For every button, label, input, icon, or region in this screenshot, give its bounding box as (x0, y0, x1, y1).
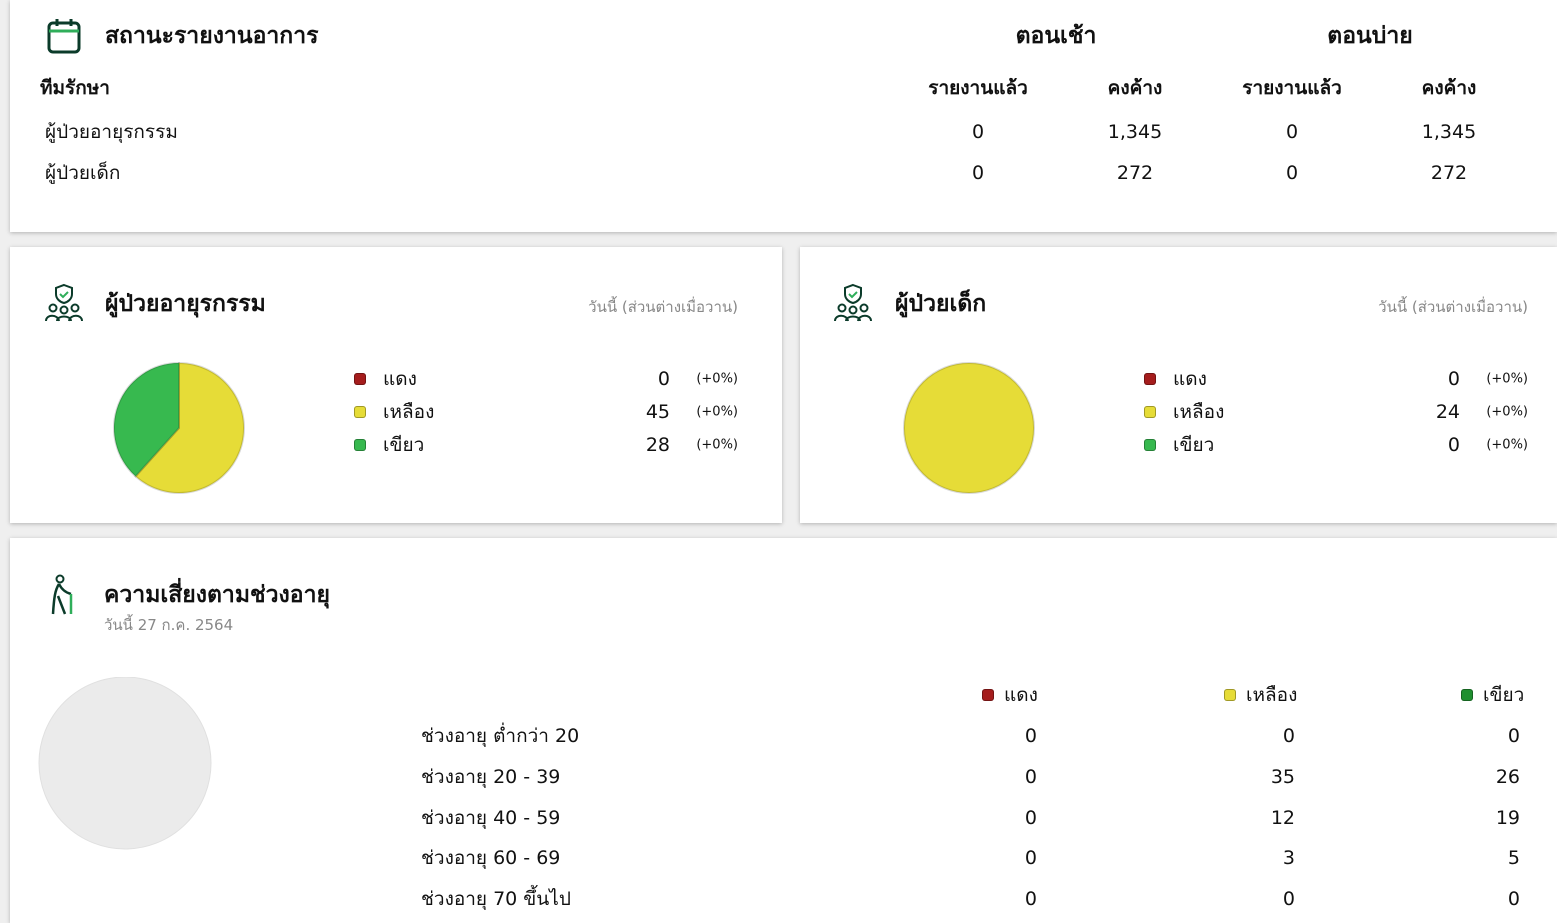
row-label: ช่วงอายุ ต่ำกว่า 20 (421, 725, 580, 747)
group-icon (834, 283, 872, 322)
cell: 19 (1495, 806, 1520, 829)
column-header: รายงานแล้ว (1242, 77, 1342, 99)
cell: 0 (971, 121, 985, 143)
cell: 5 (1507, 847, 1520, 870)
calendar-icon (47, 19, 81, 54)
legend-label: แดง (1004, 684, 1038, 706)
legend-swatch (1461, 689, 1473, 701)
row-label: ผู้ป่วยอายุรกรรม (45, 121, 178, 143)
legend-label: เหลือง (1246, 684, 1298, 706)
cell: 0 (1507, 888, 1520, 911)
column-header: คงค้าง (1421, 77, 1477, 99)
legend-change: (+0%) (696, 404, 738, 420)
cell: 0 (1024, 888, 1037, 911)
legend-label: แดง (383, 368, 417, 390)
legend-swatch (354, 373, 366, 385)
cell: 0 (1024, 725, 1037, 747)
column-header: รายงานแล้ว (928, 77, 1028, 99)
row-label: ช่วงอายุ 20 - 39 (421, 765, 561, 788)
cell: 0 (1285, 162, 1299, 184)
legend-label: แดง (1173, 368, 1207, 390)
legend-label: เหลือง (383, 401, 435, 423)
legend-swatch (1144, 373, 1156, 385)
legend-swatch (1144, 439, 1156, 451)
cell: 1,345 (1107, 121, 1163, 143)
legend-label: เขียว (1173, 434, 1215, 456)
cell: 26 (1495, 765, 1520, 788)
legend-label: เขียว (383, 434, 425, 456)
legend-swatch (354, 406, 366, 418)
row-label: ช่วงอายุ 70 ขึ้นไป (421, 888, 571, 911)
cell: 0 (1282, 725, 1295, 747)
cell: 272 (1116, 162, 1154, 184)
pie (113, 361, 245, 494)
legend-change: (+0%) (696, 437, 738, 453)
cell: 1,345 (1421, 121, 1477, 143)
legend-swatch (354, 439, 366, 451)
cell: 0 (1024, 806, 1037, 829)
panel-title: ผู้ป่วยเด็ก (895, 291, 987, 317)
cell: 0 (1282, 888, 1295, 911)
legend-swatch (1144, 406, 1156, 418)
legend-change: (+0%) (1486, 437, 1528, 453)
cell: 0 (971, 162, 985, 184)
legend-value: 28 (645, 434, 670, 456)
card-subtitle: วันนี้ 27 ก.ค. 2564 (104, 616, 234, 634)
cell: 272 (1430, 162, 1468, 184)
legend-swatch (1224, 689, 1236, 701)
status-card (10, 0, 1557, 232)
row-label: ช่วงอายุ 40 - 59 (421, 806, 561, 829)
elder-icon (51, 574, 73, 615)
legend-value: 45 (645, 401, 670, 423)
panel-title: ผู้ป่วยอายุรกรรม (105, 291, 266, 317)
legend-label: เขียว (1483, 684, 1525, 706)
legend-change: (+0%) (696, 371, 738, 387)
legend-label: เหลือง (1173, 401, 1225, 423)
column-group-header: ตอนเช้า (1015, 23, 1097, 49)
cell: 35 (1270, 765, 1295, 788)
group-icon (45, 283, 83, 322)
legend-value: 0 (1447, 434, 1460, 456)
column-header: ทีมรักษา (40, 77, 110, 99)
legend-value: 0 (657, 368, 670, 390)
cell: 3 (1282, 847, 1295, 870)
card-title: ความเสี่ยงตามช่วงอายุ (104, 582, 330, 608)
column-group-header: ตอนบ่าย (1327, 23, 1413, 49)
panel-subtitle: วันนี้ (ส่วนต่างเมื่อวาน) (1378, 298, 1528, 316)
cell: 0 (1285, 121, 1299, 143)
pie-slice (113, 361, 180, 478)
cell: 0 (1507, 725, 1520, 747)
cell: 0 (1024, 765, 1037, 788)
legend-value: 0 (1447, 368, 1460, 390)
pie-slice (134, 361, 245, 494)
pie-slice (903, 362, 1035, 494)
panel-subtitle: วันนี้ (ส่วนต่างเมื่อวาน) (588, 298, 738, 316)
legend-swatch (982, 689, 994, 701)
row-label: ช่วงอายุ 60 - 69 (421, 847, 561, 870)
legend-change: (+0%) (1486, 404, 1528, 420)
column-header: คงค้าง (1107, 77, 1163, 99)
age-card (10, 538, 1557, 923)
card-title: สถานะรายงานอาการ (105, 23, 319, 49)
empty-pie (38, 677, 212, 850)
cell: 12 (1270, 806, 1295, 829)
pie (903, 362, 1035, 494)
cell: 0 (1024, 847, 1037, 870)
legend-value: 24 (1435, 401, 1460, 423)
legend-change: (+0%) (1486, 371, 1528, 387)
row-label: ผู้ป่วยเด็ก (45, 162, 121, 184)
